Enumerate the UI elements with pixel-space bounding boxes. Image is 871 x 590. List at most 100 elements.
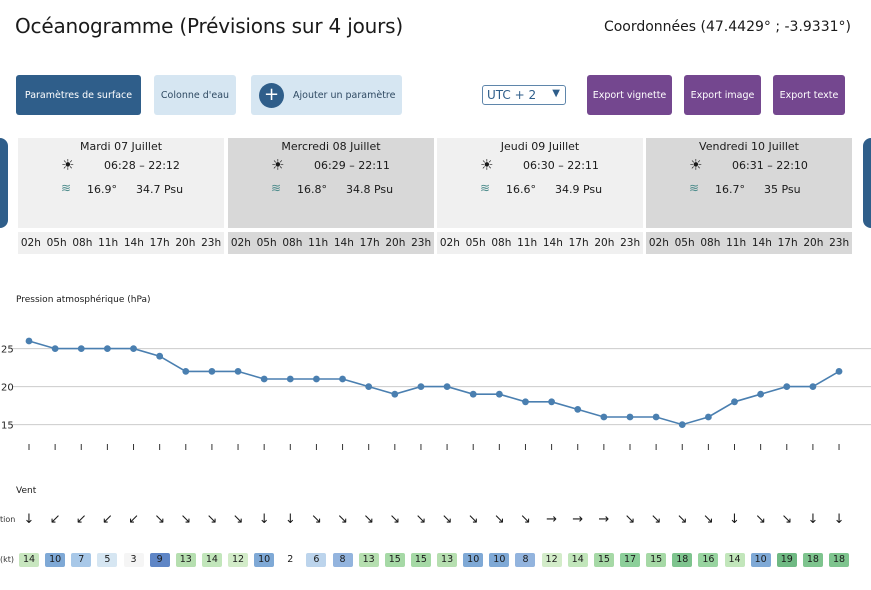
hour-label: 11h (517, 237, 538, 249)
wind-arrow-icon: ↘ (180, 512, 192, 527)
wind-speed-badge: 16 (698, 553, 719, 567)
pressure-point (704, 413, 712, 421)
wind-speed-badge: 14 (201, 553, 222, 567)
y-tick-label: 15 (1, 421, 14, 432)
pressure-point (286, 375, 294, 383)
pressure-point (600, 413, 608, 421)
wind-speed-badge: 18 (802, 553, 823, 567)
wind-speed-badge: 17 (619, 553, 640, 567)
wind-arrow-icon: ↙ (75, 512, 87, 527)
sun-times: 06:28 – 22:12 (104, 159, 180, 172)
hour-label: 14h (751, 237, 772, 249)
wind-speed-badge: 6 (306, 553, 327, 567)
coordinates: Coordonnées (47.4429° ; -3.9331°) (603, 19, 851, 35)
hour-label: 05h (46, 237, 67, 249)
hour-label: 23h (620, 237, 641, 249)
sun-icon: ☀ (61, 156, 75, 174)
pressure-point (626, 413, 634, 421)
day-name: Vendredi 10 Juillet (699, 140, 799, 153)
pressure-point (443, 383, 451, 390)
wind-speed-badge: 2 (280, 553, 301, 567)
timezone-select[interactable]: UTC + 2 ▼ (482, 85, 566, 105)
wind-arrow-icon: ↓ (807, 512, 819, 527)
export-image-button[interactable]: Export image (684, 75, 761, 115)
wind-arrow-icon: ↘ (755, 512, 767, 527)
hour-label: 11h (308, 237, 329, 249)
pressure-point (835, 368, 843, 375)
salinity: 35 Psu (764, 183, 801, 196)
wind-speed-badge: 12 (228, 553, 249, 567)
scroll-left-handle[interactable] (0, 138, 8, 228)
chevron-down-icon: ▼ (552, 88, 560, 99)
wind-arrow-icon: ↙ (49, 512, 61, 527)
wind-speed-badge: 10 (489, 553, 510, 567)
add-parameter-button[interactable]: + Ajouter un paramètre (251, 75, 402, 115)
plus-icon: + (259, 82, 284, 108)
wind-arrow-icon: ↘ (415, 512, 427, 527)
salinity: 34.9 Psu (555, 183, 603, 196)
wind-speed-badge: 10 (463, 553, 484, 567)
wind-speed-badge: 19 (776, 553, 797, 567)
hour-label: 23h (411, 237, 432, 249)
wind-speed-badge: 3 (123, 553, 144, 567)
export-text-button[interactable]: Export texte (773, 75, 845, 115)
wind-speed-badge: 18 (672, 553, 693, 567)
water-column-button[interactable]: Colonne d'eau (154, 75, 236, 115)
wind-speed-badge: 10 (750, 553, 771, 567)
y-tick-label: 20 (1, 383, 14, 394)
pressure-point (182, 368, 190, 375)
hour-label: 20h (385, 237, 406, 249)
pressure-chart: 25 20 15 (1, 337, 871, 450)
day-name: Mardi 07 Juillet (79, 140, 163, 153)
pressure-point (731, 398, 738, 406)
pressure-point (678, 421, 686, 428)
wind-arrow-icon: ↘ (310, 512, 322, 527)
day-card: Mercredi 08 Juillet ☀ 06:29 – 22:11 ≋ 16.8° 3… (228, 138, 434, 228)
pressure-line (28, 340, 840, 426)
wind-speed-badge: 15 (646, 553, 667, 567)
sun-icon: ☀ (271, 156, 285, 174)
pressure-point (391, 390, 399, 398)
export-vignette-button[interactable]: Export vignette (587, 75, 672, 115)
hours-row: 02h 05h 08h 11h 14h 17h 20h 23h (228, 232, 434, 254)
wind-arrow-icon: ↘ (493, 512, 505, 527)
hour-label: 11h (726, 237, 747, 249)
wind-arrow-icon: ↘ (337, 512, 348, 527)
pressure-point (313, 375, 320, 383)
wave-icon: ≋ (480, 181, 491, 195)
pressure-point (156, 352, 164, 360)
pressure-point (809, 383, 817, 390)
wind-arrow-icon: ↓ (258, 512, 270, 527)
wind-arrow-icon: ↘ (389, 512, 401, 527)
scroll-right-handle[interactable] (863, 138, 871, 228)
hour-label: 08h (491, 237, 512, 249)
hour-label: 14h (123, 237, 144, 249)
water-temperature: 16.9° (87, 183, 117, 196)
hour-label: 02h (230, 237, 251, 249)
wind-arrow-icon: ↓ (23, 512, 35, 527)
wind-direction-label: tion (0, 515, 16, 524)
wind-arrow-icon: ↘ (676, 512, 688, 527)
day-card: Jeudi 09 Juillet ☀ 06:30 – 22:11 ≋ 16.6° 34.9… (437, 138, 643, 228)
hour-label: 23h (201, 237, 222, 249)
wind-speed-badge: 8 (515, 553, 536, 567)
pressure-point (260, 375, 268, 383)
hour-label: 02h (439, 237, 460, 249)
wind-arrow-icon: ↘ (520, 512, 531, 527)
pressure-point (548, 398, 555, 406)
day-name: Jeudi 09 Juillet (500, 140, 580, 153)
sun-icon: ☀ (480, 156, 494, 174)
sun-times: 06:29 – 22:11 (314, 159, 390, 172)
pressure-point (417, 383, 425, 390)
wind-speed-badge: 10 (45, 553, 66, 567)
hour-label: 05h (465, 237, 486, 249)
sun-times: 06:30 – 22:11 (523, 159, 599, 172)
wind-arrow-icon: ↘ (467, 512, 479, 527)
hour-label: 17h (359, 237, 380, 249)
surface-params-button[interactable]: Paramètres de surface (16, 75, 141, 115)
hour-label: 08h (282, 237, 303, 249)
hours-row: 02h 05h 08h 11h 14h 17h 20h 23h (437, 232, 643, 254)
wind-arrow-icon: ↓ (284, 512, 296, 527)
hour-label: 20h (175, 237, 196, 249)
wind-speed-badge: 13 (437, 553, 458, 567)
